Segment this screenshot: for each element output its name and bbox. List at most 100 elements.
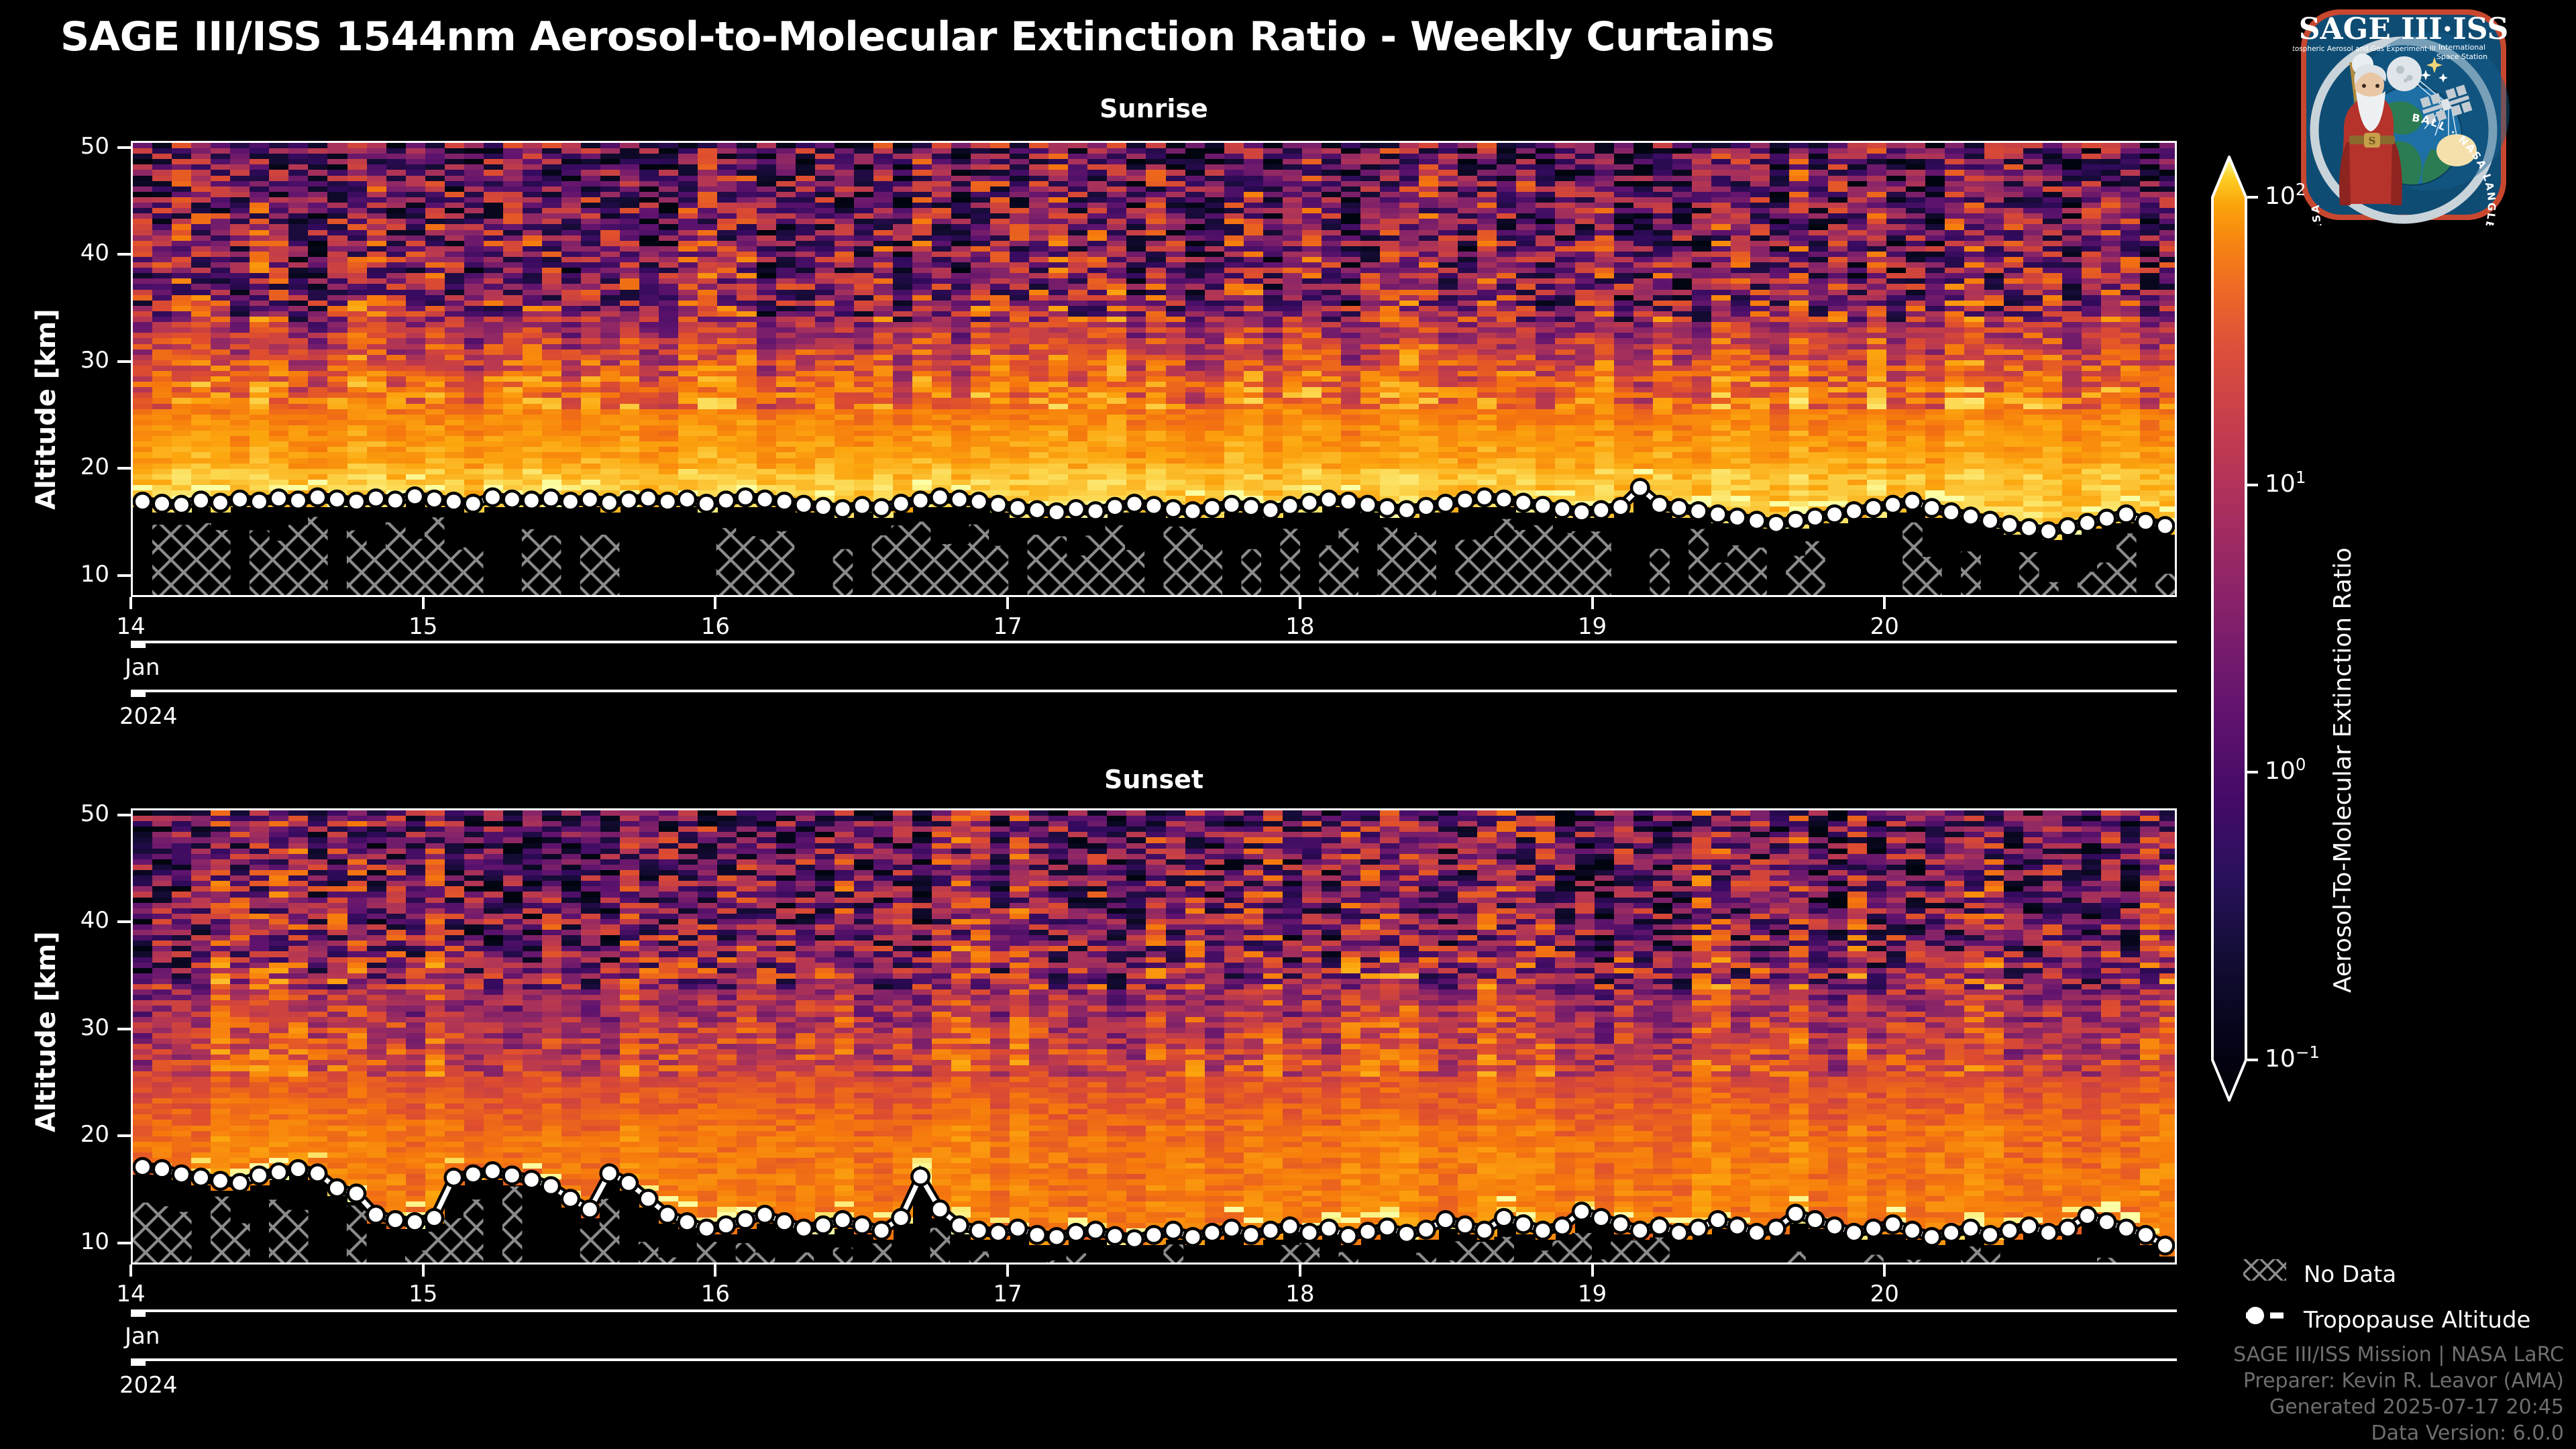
logo-subtitle-right-2: Space Station — [2436, 52, 2487, 61]
heatmap-cell — [230, 186, 250, 193]
heatmap-cell — [230, 191, 250, 198]
heatmap-cell — [152, 327, 172, 334]
heatmap-cell — [191, 203, 211, 209]
heatmap-cell — [191, 436, 211, 442]
heatmap-cell — [230, 294, 250, 301]
heatmap-cell — [191, 278, 211, 285]
heatmap-cell — [211, 479, 231, 486]
heatmap-cell — [152, 284, 172, 290]
heatmap-cell — [191, 159, 211, 166]
heatmap-cell — [211, 436, 231, 442]
heatmap-cell — [133, 425, 153, 431]
heatmap-cell — [152, 219, 172, 225]
heatmap-cell — [152, 365, 172, 372]
heatmap-cell — [211, 273, 231, 280]
heatmap-cell — [152, 197, 172, 203]
heatmap-cell — [152, 338, 172, 345]
heatmap-cell — [191, 311, 211, 317]
heatmap-cell — [133, 371, 153, 377]
heatmap-cell — [152, 490, 172, 496]
heatmap-cell — [230, 246, 250, 252]
heatmap-cell — [152, 447, 172, 453]
heatmap-cell — [211, 180, 231, 187]
logo-subtitle-right-1: International — [2438, 43, 2485, 52]
heatmap-cell — [191, 294, 211, 301]
heatmap-cell — [133, 311, 153, 317]
heatmap-cell — [211, 398, 231, 405]
heatmap-cell — [230, 311, 250, 317]
heatmap-cell — [211, 360, 231, 366]
heatmap-cell — [211, 349, 231, 356]
heatmap-cell — [172, 175, 192, 182]
heatmap-cell — [133, 452, 153, 459]
heatmap-cell — [191, 376, 211, 382]
heatmap-cell — [191, 268, 211, 274]
heatmap-cell — [211, 294, 231, 301]
heatmap-cell — [211, 376, 231, 382]
heatmap-cell — [211, 170, 231, 176]
heatmap-cell — [152, 180, 172, 187]
heatmap-plot-sunrise[interactable] — [131, 141, 2177, 597]
heatmap-cell — [133, 143, 153, 149]
heatmap-cell — [191, 180, 211, 187]
heatmap-cell — [172, 268, 192, 274]
heatmap-cell — [133, 251, 153, 258]
heatmap-cell — [152, 398, 172, 405]
heatmap-cell — [152, 414, 172, 421]
heatmap-cell — [211, 251, 231, 258]
heatmap-cell — [172, 327, 192, 334]
heatmap-cell — [230, 300, 250, 307]
heatmap-cell — [230, 262, 250, 268]
heatmap-cell — [133, 360, 153, 366]
heatmap-cell — [191, 262, 211, 268]
heatmap-cell — [152, 268, 172, 274]
heatmap-cell — [211, 387, 231, 394]
heatmap-cell — [191, 414, 211, 421]
heatmap-cell — [172, 365, 192, 372]
heatmap-cell — [211, 425, 231, 431]
heatmap-cell — [133, 474, 153, 480]
heatmap-cell — [230, 203, 250, 209]
heatmap-cell — [152, 463, 172, 470]
heatmap-cell — [172, 229, 192, 236]
heatmap-cell — [152, 159, 172, 166]
heatmap-cell — [191, 468, 211, 475]
heatmap-cell — [172, 197, 192, 203]
heatmap-cell — [191, 425, 211, 431]
heatmap-cell — [191, 322, 211, 328]
heatmap-cell — [152, 354, 172, 361]
heatmap-cell — [230, 289, 250, 296]
heatmap-cell — [133, 398, 153, 405]
heatmap-cell — [211, 468, 231, 475]
heatmap-cell — [172, 431, 192, 437]
heatmap-cell — [230, 164, 250, 171]
heatmap-cell — [172, 317, 192, 323]
heatmap-cell — [152, 229, 172, 236]
heatmap-cell — [172, 289, 192, 296]
heatmap-cell — [172, 343, 192, 350]
heatmap-cell — [191, 148, 211, 154]
heatmap-cell — [172, 159, 192, 166]
heatmap-cell — [230, 208, 250, 214]
heatmap-cell — [133, 409, 153, 415]
heatmap-cell — [172, 143, 192, 149]
heatmap-cell — [191, 333, 211, 339]
heatmap-cell — [152, 349, 172, 356]
heatmap-cell — [133, 463, 153, 470]
heatmap-cell — [152, 273, 172, 280]
heatmap-cell — [191, 197, 211, 203]
heatmap-cell — [152, 468, 172, 475]
heatmap-cell — [230, 224, 250, 231]
heatmap-cell — [211, 268, 231, 274]
heatmap-cell — [172, 246, 192, 252]
heatmap-cell — [211, 441, 231, 448]
heatmap-cell — [191, 229, 211, 236]
heatmap-cell — [152, 360, 172, 366]
heatmap-cell — [172, 360, 192, 366]
heatmap-cell — [152, 371, 172, 377]
heatmap-cell — [133, 300, 153, 307]
heatmap-cell — [152, 452, 172, 459]
heatmap-cell — [152, 311, 172, 317]
heatmap-cell — [172, 452, 192, 459]
heatmap-cell — [152, 300, 172, 307]
